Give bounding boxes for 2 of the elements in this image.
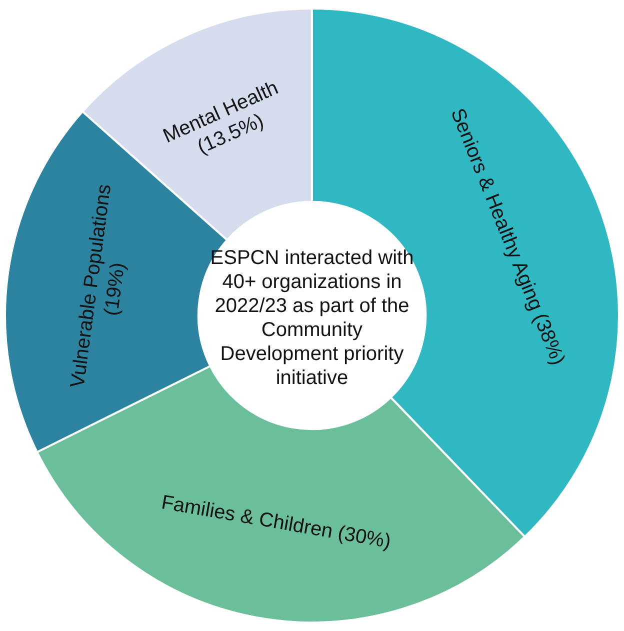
slice-label: Families & Children (30%) <box>160 492 392 553</box>
text: ESPCN interacted with 40+ organizations in 2022/23 as part of the Community Development priority initiative <box>209 246 415 391</box>
